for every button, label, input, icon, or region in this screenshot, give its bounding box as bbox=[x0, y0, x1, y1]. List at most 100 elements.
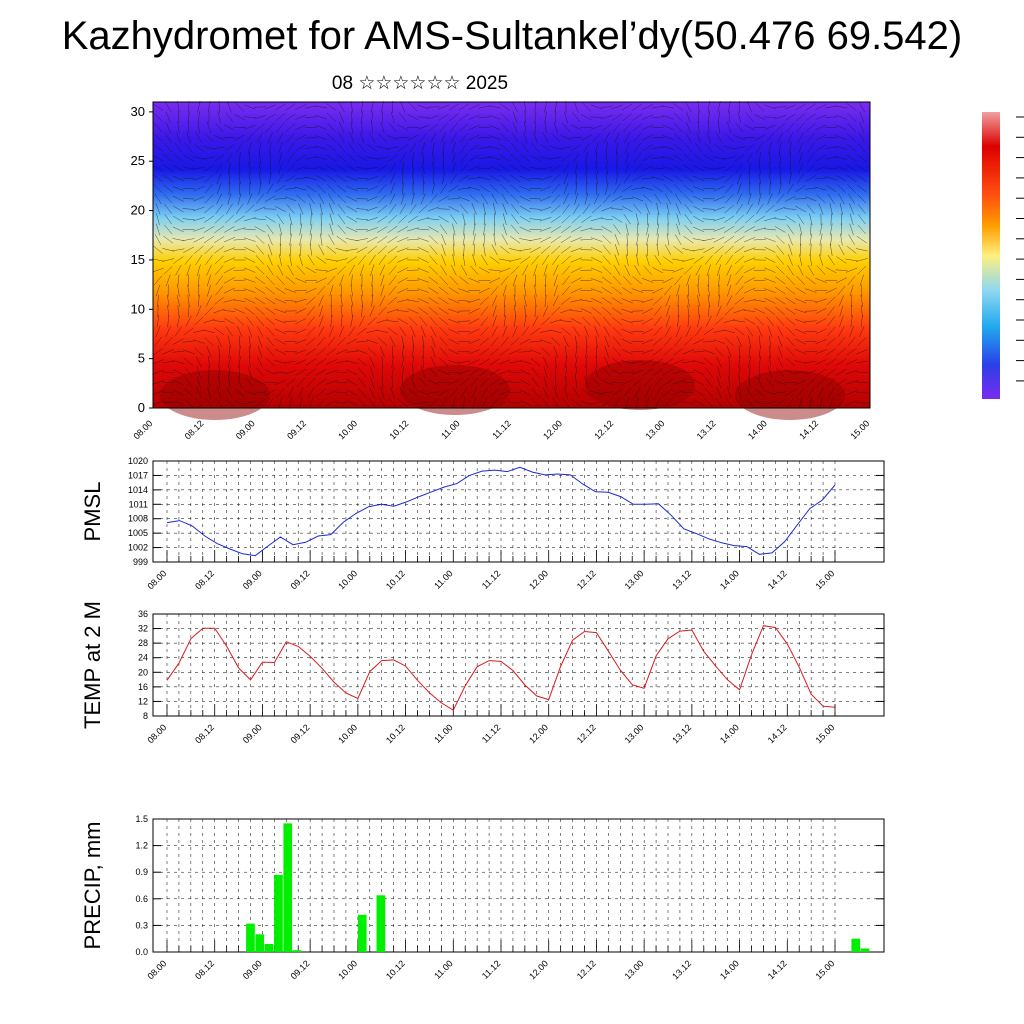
wind-barb bbox=[641, 114, 654, 120]
wind-barb bbox=[734, 154, 745, 162]
wind-barb bbox=[448, 113, 459, 122]
wind-barb bbox=[429, 255, 438, 265]
wind-barb bbox=[402, 182, 404, 195]
wind-barb bbox=[855, 371, 868, 373]
wind-barb bbox=[295, 134, 307, 141]
wind-barb bbox=[796, 122, 805, 133]
wind-barb bbox=[818, 203, 824, 215]
wind-barb bbox=[295, 359, 307, 365]
wind-barb bbox=[818, 387, 824, 399]
wind-barb bbox=[417, 237, 429, 242]
wind-barb bbox=[835, 277, 847, 284]
wind-barb bbox=[769, 151, 771, 165]
wind-barb bbox=[560, 246, 572, 254]
wind-barb bbox=[572, 326, 580, 337]
wind-barb bbox=[857, 224, 866, 235]
heatmap-warm-patch bbox=[160, 370, 270, 420]
wind-barb bbox=[478, 116, 491, 118]
wind-barb bbox=[397, 247, 409, 253]
wind-barb bbox=[194, 347, 204, 357]
wind-barb bbox=[523, 315, 527, 328]
wind-barb bbox=[488, 165, 501, 171]
wind-barb bbox=[744, 277, 756, 284]
wind-barb bbox=[499, 164, 511, 172]
wind-barb bbox=[317, 285, 326, 296]
wind-barb bbox=[237, 376, 242, 389]
wind-barb bbox=[855, 391, 868, 394]
wind-barb bbox=[277, 132, 284, 144]
wind-barb bbox=[519, 175, 531, 181]
wind-barb bbox=[330, 294, 333, 307]
x-tick-label: 12.00 bbox=[527, 958, 550, 981]
wind-barb bbox=[309, 243, 313, 256]
wind-barb bbox=[847, 112, 856, 122]
wind-barb bbox=[539, 329, 552, 333]
wind-barb bbox=[360, 294, 364, 307]
wind-barb bbox=[594, 325, 600, 338]
wind-barb bbox=[388, 265, 397, 275]
wind-barb bbox=[775, 276, 786, 285]
wind-barb bbox=[726, 346, 732, 358]
wind-barb bbox=[499, 390, 511, 396]
wind-barb bbox=[294, 186, 307, 191]
wind-barb bbox=[318, 244, 325, 256]
wind-barb bbox=[717, 101, 721, 113]
wind-barb bbox=[662, 114, 674, 120]
wind-barb bbox=[176, 315, 180, 328]
wind-barb bbox=[827, 306, 836, 316]
wind-barb bbox=[796, 387, 805, 398]
wind-barb bbox=[765, 132, 775, 143]
x-tick-label: 08.00 bbox=[145, 568, 168, 591]
wind-barb bbox=[621, 349, 633, 355]
wind-barb bbox=[162, 258, 175, 262]
wind-barb bbox=[846, 400, 858, 406]
wind-barb bbox=[733, 320, 746, 323]
wind-barb bbox=[386, 135, 399, 141]
wind-barb bbox=[764, 278, 776, 283]
wind-barb bbox=[815, 298, 827, 303]
wind-barb bbox=[804, 187, 817, 190]
wind-barb bbox=[718, 274, 720, 287]
wind-barb bbox=[214, 214, 224, 224]
wind-barb bbox=[387, 236, 398, 244]
wind-barb bbox=[182, 349, 195, 355]
wind-barb bbox=[193, 206, 205, 212]
wind-barb bbox=[693, 389, 704, 396]
wind-barb bbox=[390, 111, 395, 124]
wind-barb bbox=[600, 106, 613, 108]
wind-barb bbox=[856, 235, 867, 244]
x-tick-label: 15.00 bbox=[848, 418, 871, 441]
wind-barb bbox=[580, 279, 593, 281]
wind-barb bbox=[570, 310, 583, 312]
wind-barb bbox=[623, 173, 631, 184]
wind-barb bbox=[840, 233, 843, 246]
wind-barb bbox=[501, 193, 509, 205]
colorbar bbox=[982, 112, 1000, 399]
wind-barb bbox=[417, 267, 429, 273]
y-tick-label: 1002 bbox=[128, 543, 148, 553]
wind-barb bbox=[533, 131, 538, 144]
wind-barb bbox=[636, 233, 639, 246]
wind-barb bbox=[602, 367, 611, 377]
wind-barb bbox=[458, 113, 470, 121]
wind-barb bbox=[502, 325, 508, 338]
wind-barb bbox=[774, 218, 787, 221]
wind-barb bbox=[570, 247, 582, 253]
wind-barb bbox=[570, 299, 583, 303]
wind-barb bbox=[295, 154, 307, 162]
wind-barb bbox=[336, 184, 347, 193]
wind-barb bbox=[663, 184, 673, 193]
wind-barb bbox=[315, 156, 328, 160]
wind-barb bbox=[233, 299, 246, 302]
wind-barb bbox=[713, 236, 725, 243]
wind-barb bbox=[849, 203, 855, 215]
wind-barb bbox=[595, 335, 598, 348]
wind-barb bbox=[757, 376, 763, 389]
wind-barb bbox=[550, 226, 562, 233]
wind-barb bbox=[860, 305, 863, 317]
wind-barb bbox=[683, 153, 694, 163]
wind-barb bbox=[764, 288, 776, 293]
wind-barb bbox=[522, 131, 528, 144]
wind-barb bbox=[427, 379, 439, 386]
wind-barb bbox=[685, 121, 691, 134]
